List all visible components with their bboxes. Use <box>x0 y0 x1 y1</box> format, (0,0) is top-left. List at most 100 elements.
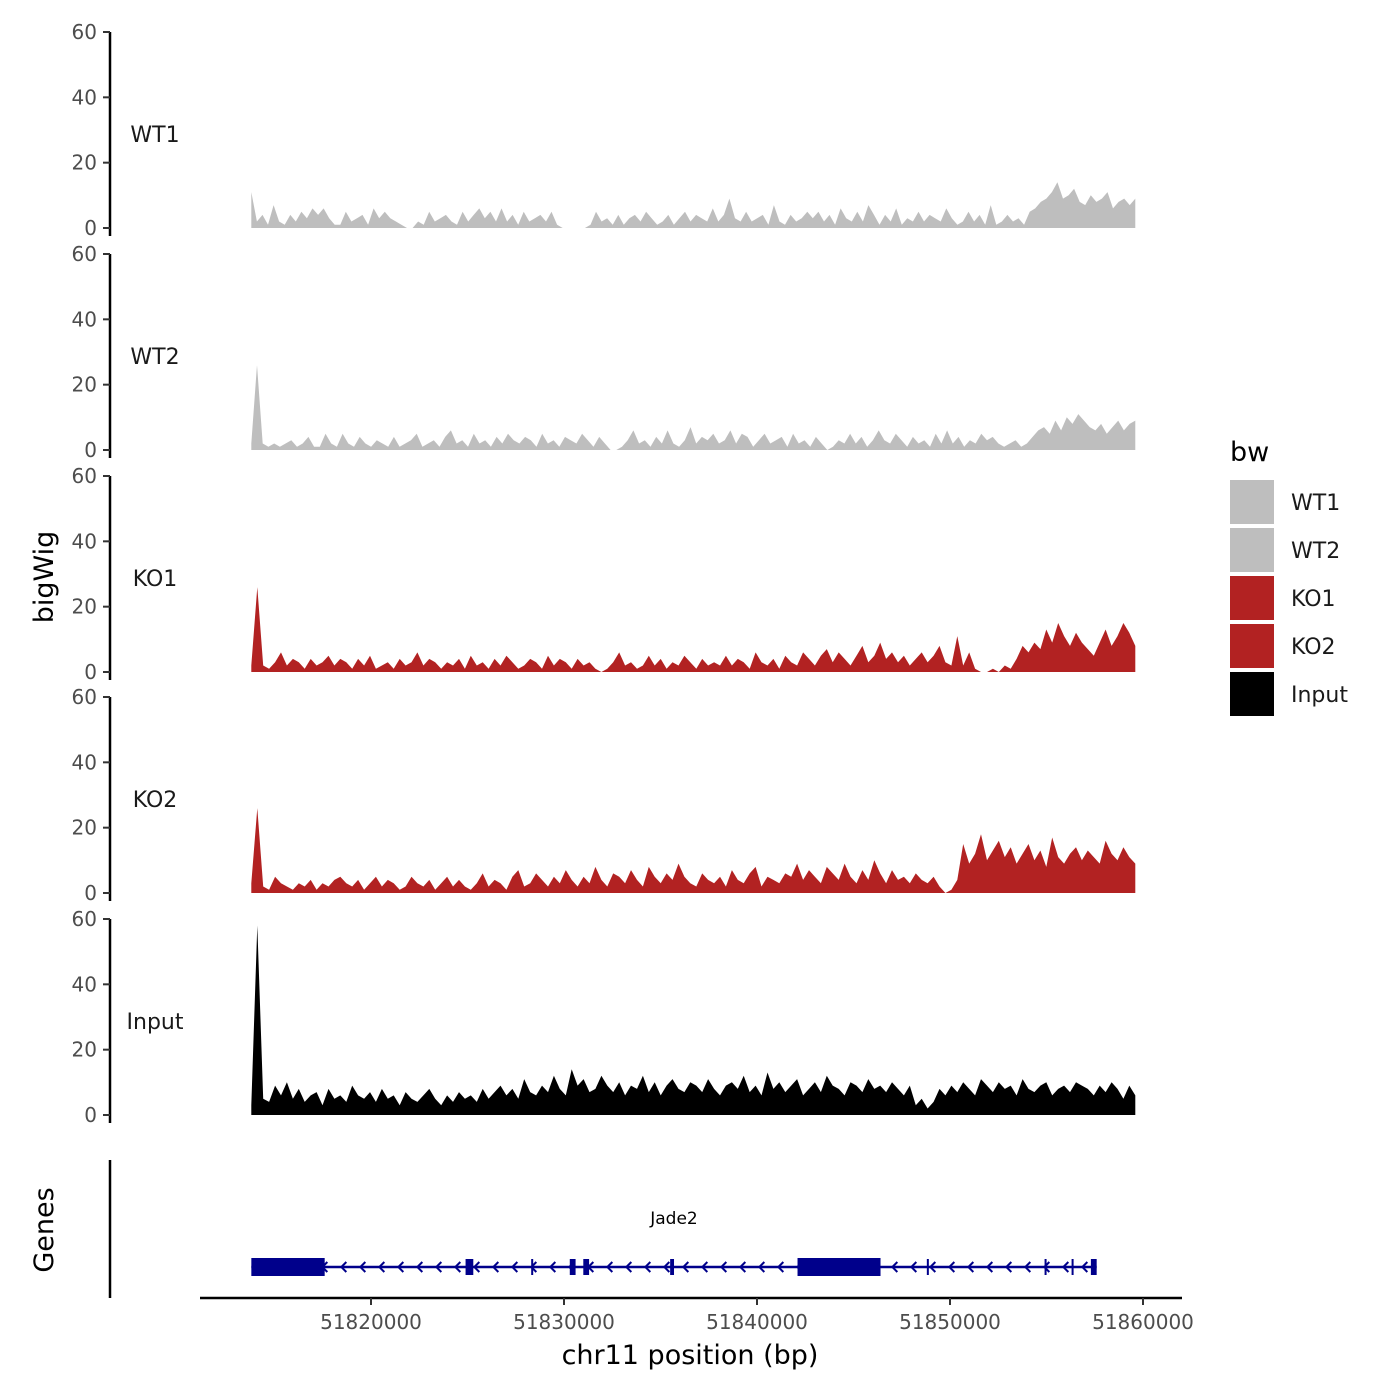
strand-arrow <box>719 1261 728 1273</box>
exon <box>1090 1259 1097 1275</box>
genes-panel: Jade2 <box>108 1160 1097 1298</box>
strand-arrow <box>909 1261 918 1273</box>
y-tick-label: 0 <box>84 660 97 684</box>
legend-swatch <box>1230 528 1274 572</box>
legend-label: WT1 <box>1291 491 1340 516</box>
track-panels: 0 20 40 60 WT1 0 20 40 60 WT2 0 20 40 60 KO1 0 20 40 60 KO2… <box>72 20 1136 1127</box>
strand-arrow <box>396 1261 405 1273</box>
y-tick-label: 0 <box>84 216 97 240</box>
legend-label: WT2 <box>1291 539 1340 564</box>
x-tick-label: 51850000 <box>899 1310 1001 1334</box>
legend-swatch <box>1230 576 1274 620</box>
strand-arrow <box>776 1261 785 1273</box>
strand-arrow <box>415 1261 424 1273</box>
strand-arrow <box>548 1261 557 1273</box>
legend-swatch <box>1230 624 1274 668</box>
y-tick-label: 60 <box>72 242 97 266</box>
signal-area <box>251 587 1136 672</box>
track-label: WT2 <box>130 345 179 370</box>
x-tick-label: 51840000 <box>706 1310 808 1334</box>
x-tick-label: 51860000 <box>1092 1310 1194 1334</box>
y-tick-label: 0 <box>84 438 97 462</box>
exon <box>926 1259 929 1275</box>
strand-arrow <box>662 1261 671 1273</box>
exon <box>251 1258 325 1276</box>
genes-axis-title: Genes <box>29 1187 60 1272</box>
exon <box>1044 1259 1047 1275</box>
strand-arrow <box>624 1261 633 1273</box>
signal-area <box>251 925 1136 1115</box>
legend-label: KO1 <box>1291 587 1336 612</box>
legend-label: KO2 <box>1291 635 1336 660</box>
y-tick-label: 20 <box>72 373 97 397</box>
strand-arrow <box>966 1261 975 1273</box>
x-tick-label: 51820000 <box>320 1310 422 1334</box>
track-ko2: 0 20 40 60 KO2 <box>72 685 1136 905</box>
y-tick-label: 40 <box>72 85 97 109</box>
exon <box>1071 1259 1074 1275</box>
y-tick-label: 20 <box>72 595 97 619</box>
y-tick-label: 60 <box>72 20 97 44</box>
y-tick-label: 60 <box>72 685 97 709</box>
strand-arrow <box>681 1261 690 1273</box>
y-tick-label: 20 <box>72 816 97 840</box>
y-tick-label: 60 <box>72 907 97 931</box>
y-tick-label: 20 <box>72 1038 97 1062</box>
strand-arrow <box>643 1261 652 1273</box>
strand-arrow <box>1004 1261 1013 1273</box>
y-axis-title: bigWig <box>29 531 60 624</box>
strand-arrow <box>1042 1261 1051 1273</box>
strand-arrow <box>472 1261 481 1273</box>
x-tick-label: 51830000 <box>513 1310 615 1334</box>
y-tick-label: 20 <box>72 151 97 175</box>
y-tick-label: 40 <box>72 307 97 331</box>
strand-arrow <box>1023 1261 1032 1273</box>
legend-swatch <box>1230 480 1274 524</box>
track-label: KO2 <box>133 788 178 813</box>
legend-title: bw <box>1230 437 1269 468</box>
strand-arrow <box>890 1261 899 1273</box>
strand-arrow <box>757 1261 766 1273</box>
track-label: KO1 <box>133 567 178 592</box>
exon <box>569 1259 576 1275</box>
strand-arrow <box>1061 1261 1070 1273</box>
track-label: WT1 <box>130 123 179 148</box>
strand-arrow <box>434 1261 443 1273</box>
exon <box>583 1259 590 1275</box>
legend-swatch <box>1230 672 1274 716</box>
strand-arrow <box>510 1261 519 1273</box>
track-input: 0 20 40 60 Input <box>72 907 1136 1127</box>
strand-arrow <box>377 1261 386 1273</box>
gene-label: Jade2 <box>649 1209 698 1229</box>
exon <box>465 1259 474 1275</box>
y-tick-label: 40 <box>72 529 97 553</box>
legend: bw WT1 WT2 KO1 KO2 Input <box>1230 437 1348 716</box>
strand-arrow <box>947 1261 956 1273</box>
signal-area <box>251 182 1136 228</box>
strand-arrow <box>358 1261 367 1273</box>
exon <box>531 1259 534 1275</box>
strand-arrow <box>339 1261 348 1273</box>
track-label: Input <box>127 1010 184 1035</box>
strand-arrow <box>985 1261 994 1273</box>
y-tick-label: 0 <box>84 1103 97 1127</box>
signal-area <box>251 365 1136 450</box>
track-ko1: 0 20 40 60 KO1 <box>72 464 1136 684</box>
track-wt1: 0 20 40 60 WT1 <box>72 20 1136 240</box>
exon <box>670 1259 675 1275</box>
strand-arrow <box>605 1261 614 1273</box>
y-tick-label: 40 <box>72 750 97 774</box>
signal-area <box>251 808 1136 893</box>
gene-jade2: Jade2 <box>251 1209 1097 1276</box>
x-axis: 51820000 51830000 51840000 51850000 51860000 <box>200 1296 1194 1334</box>
strand-arrow <box>1080 1261 1089 1273</box>
y-tick-label: 0 <box>84 881 97 905</box>
strand-arrow <box>928 1261 937 1273</box>
strand-arrow <box>453 1261 462 1273</box>
y-tick-label: 40 <box>72 972 97 996</box>
exon <box>797 1258 881 1276</box>
strand-arrow <box>700 1261 709 1273</box>
strand-arrow <box>491 1261 500 1273</box>
strand-arrow <box>738 1261 747 1273</box>
